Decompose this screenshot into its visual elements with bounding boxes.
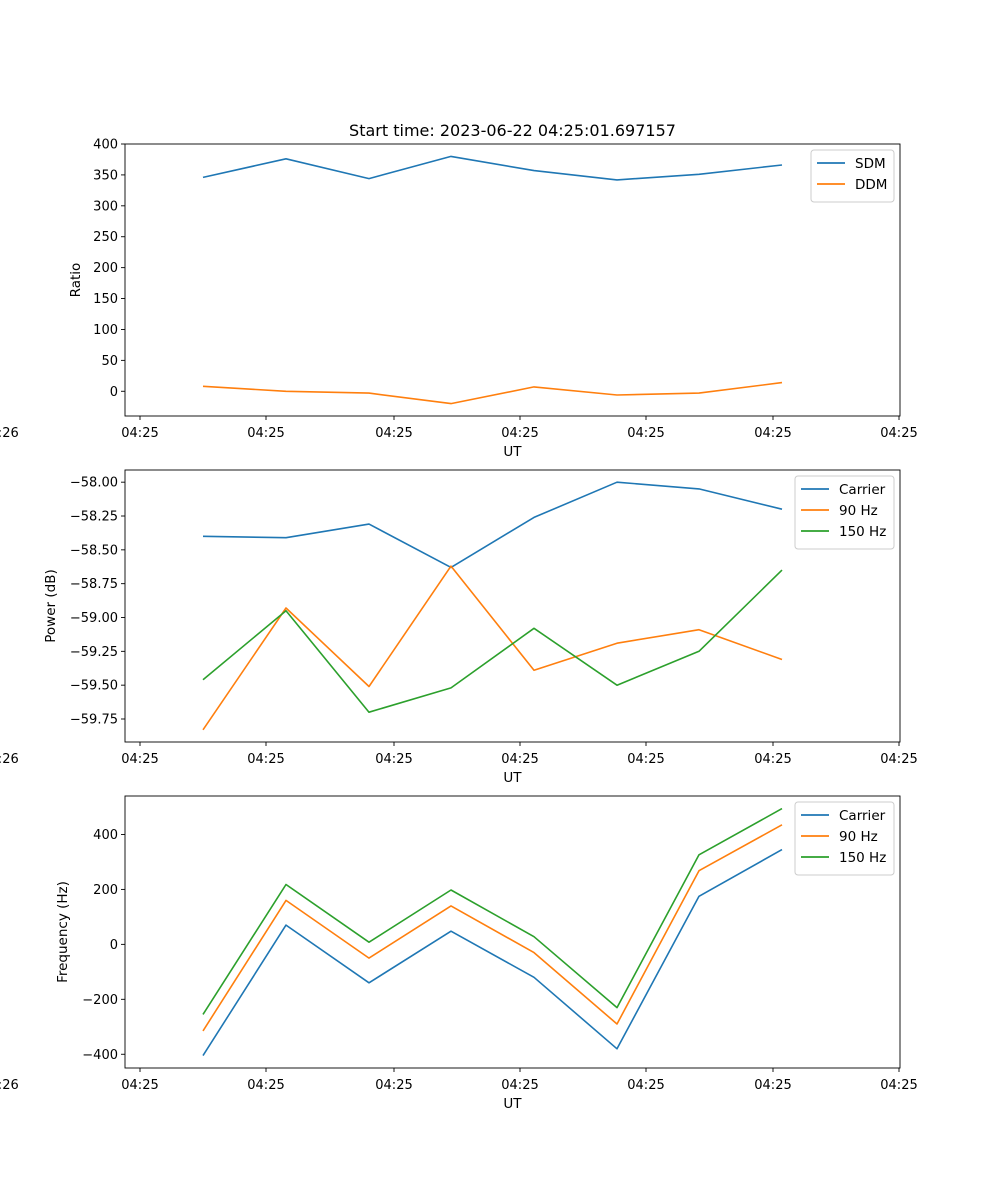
x-tick-label: 04:25 — [754, 752, 791, 767]
series-line-90-hz — [202, 824, 783, 1032]
x-tick-label: 04:25 — [121, 426, 158, 441]
legend-label: DDM — [855, 177, 887, 193]
legend-label: Carrier — [839, 808, 886, 824]
x-tick-label: 04:25 — [247, 426, 284, 441]
y-tick-label: −200 — [82, 993, 118, 1008]
y-tick-label: 200 — [93, 261, 118, 276]
series-line-carrier — [202, 481, 783, 569]
y-axis-label: Ratio — [68, 263, 84, 298]
plot-frame — [124, 795, 901, 1069]
x-tick-label: 04:25 — [375, 426, 412, 441]
plot-frame — [124, 143, 901, 417]
series-line-150-hz — [202, 807, 783, 1015]
series-line-carrier — [202, 848, 783, 1057]
legend-label: 150 Hz — [839, 850, 886, 866]
y-tick-label: −400 — [82, 1048, 118, 1063]
x-tick-label: 04:26 — [0, 426, 19, 441]
x-tick-label: 04:25 — [121, 752, 158, 767]
x-tick-label: 04:25 — [247, 1078, 284, 1093]
plot-frame — [124, 469, 901, 743]
x-axis-label: UT — [503, 1096, 522, 1112]
x-tick-label: 04:25 — [375, 1078, 412, 1093]
y-tick-label: −59.50 — [70, 679, 118, 694]
x-axis-label: UT — [503, 444, 522, 460]
y-tick-label: −59.00 — [70, 611, 118, 626]
y-tick-label: 200 — [93, 883, 118, 898]
y-tick-label: −58.75 — [70, 577, 118, 592]
x-tick-label: 04:25 — [375, 752, 412, 767]
x-tick-label: 04:25 — [880, 752, 917, 767]
legend-label: 150 Hz — [839, 524, 886, 540]
legend-label: 90 Hz — [839, 503, 878, 519]
x-tick-label: 04:25 — [121, 1078, 158, 1093]
y-tick-label: 350 — [93, 168, 118, 183]
y-tick-label: 300 — [93, 199, 118, 214]
y-tick-label: −59.25 — [70, 645, 118, 660]
x-tick-label: 04:26 — [0, 752, 19, 767]
y-tick-label: 100 — [93, 323, 118, 338]
y-tick-label: 50 — [101, 354, 118, 369]
x-tick-label: 04:26 — [0, 1078, 19, 1093]
x-tick-label: 04:25 — [754, 1078, 791, 1093]
x-tick-label: 04:25 — [627, 1078, 664, 1093]
series-line-ddm — [202, 381, 783, 405]
chart-title: Start time: 2023-06-22 04:25:01.697157 — [349, 121, 676, 140]
x-tick-label: 04:25 — [627, 752, 664, 767]
y-tick-label: 0 — [110, 385, 118, 400]
y-tick-label: 0 — [110, 938, 118, 953]
y-tick-label: −58.50 — [70, 543, 118, 558]
x-axis-label: UT — [503, 770, 522, 786]
legend-label: 90 Hz — [839, 829, 878, 845]
y-tick-label: −59.75 — [70, 712, 118, 727]
y-tick-label: −58.25 — [70, 510, 118, 525]
y-tick-label: 250 — [93, 230, 118, 245]
legend-label: Carrier — [839, 482, 886, 498]
x-tick-label: 04:25 — [501, 752, 538, 767]
y-axis-label: Power (dB) — [43, 569, 59, 642]
series-line-90-hz — [202, 565, 783, 731]
x-tick-label: 04:25 — [247, 752, 284, 767]
series-line-sdm — [202, 155, 783, 181]
y-axis-label: Frequency (Hz) — [55, 881, 71, 983]
x-tick-label: 04:25 — [627, 426, 664, 441]
series-line-150-hz — [202, 569, 783, 714]
y-tick-label: 150 — [93, 292, 118, 307]
x-tick-label: 04:25 — [880, 1078, 917, 1093]
x-tick-label: 04:25 — [880, 426, 917, 441]
y-tick-label: 400 — [93, 828, 118, 843]
x-tick-label: 04:25 — [501, 1078, 538, 1093]
x-tick-label: 04:25 — [501, 426, 538, 441]
legend-label: SDM — [855, 156, 886, 172]
y-tick-label: −58.00 — [70, 476, 118, 491]
x-tick-label: 04:25 — [754, 426, 791, 441]
y-tick-label: 400 — [93, 138, 118, 153]
